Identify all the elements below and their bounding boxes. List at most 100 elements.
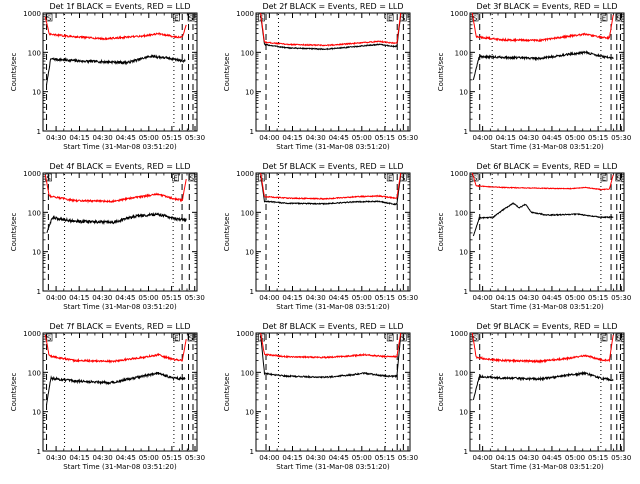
flag-label: S (189, 335, 194, 343)
flag-label: S (189, 15, 194, 23)
flag-box (173, 333, 180, 342)
flag-label: S (47, 335, 52, 343)
series-line-lld (44, 16, 187, 41)
x-tick-label: 05:00 (565, 134, 585, 142)
series-line-lld (260, 172, 402, 201)
x-tick-label: 04:15 (496, 454, 516, 462)
flag-label: E (602, 175, 606, 183)
chart-panel-3: Det 3f BLACK = Events, RED = LLD 1 10 100 10… (437, 2, 631, 151)
x-tick-label: 04:15 (282, 454, 302, 462)
x-axis-label: Start Time (31-Mar-08 03:51:20) (276, 143, 390, 151)
x-tick-label: 05:30 (398, 454, 418, 462)
flag-box (187, 13, 195, 22)
y-tick-label: 1 (37, 128, 41, 136)
plot-frame (42, 12, 198, 132)
flag-label: E (602, 15, 606, 23)
series-line-events (472, 202, 614, 237)
series-line-events (46, 371, 186, 405)
y-tick-label: 100 (241, 369, 254, 377)
flag-label: E (388, 15, 392, 23)
series-line-events (46, 211, 187, 234)
x-tick-label: 04:45 (542, 454, 562, 462)
flag-box (188, 173, 196, 182)
series-line-events (260, 14, 402, 51)
flag-label: E (388, 335, 392, 343)
chart-title: Det 1f BLACK = Events, RED = LLD (49, 2, 190, 11)
x-tick-label: 04:30 (519, 294, 539, 302)
x-axis-label: Start Time (31-Mar-08 03:51:20) (490, 303, 604, 311)
x-tick-label: 05:15 (375, 134, 395, 142)
y-tick-label: 1 (37, 288, 41, 296)
x-axis-label: Start Time (31-Mar-08 03:51:20) (490, 143, 604, 151)
flag-label: S (473, 15, 478, 23)
plot-frame (469, 332, 625, 452)
flag-label: S (401, 15, 406, 23)
y-tick-label: 1 (37, 448, 41, 456)
flag-label: E (174, 15, 178, 23)
x-tick-label: 04:45 (116, 454, 136, 462)
x-tick-label: 05:00 (352, 294, 372, 302)
series-line-events (472, 50, 614, 80)
y-tick-label: 100 (455, 49, 468, 57)
y-axis-label: Counts/sec (223, 53, 231, 92)
y-tick-label: 10 (245, 89, 254, 97)
x-tick-label: 04:45 (542, 134, 562, 142)
chart-panel-5: Det 5f BLACK = Events, RED = LLD 1 10 100 10… (223, 162, 418, 311)
flag-label: S (617, 335, 622, 343)
chart-title: Det 3f BLACK = Events, RED = LLD (476, 2, 617, 11)
flag-box (386, 13, 394, 22)
x-tick-label: 04:30 (306, 454, 326, 462)
flag-label: S (401, 175, 406, 183)
y-tick-label: 10 (459, 409, 468, 417)
y-tick-label: 10 (32, 409, 41, 417)
chart-title: Det 7f BLACK = Events, RED = LLD (49, 322, 190, 331)
x-tick-label: 04:00 (473, 294, 493, 302)
series-line-lld (471, 332, 614, 364)
x-tick-label: 04:15 (282, 294, 302, 302)
x-tick-label: 05:00 (565, 454, 585, 462)
y-tick-label: 1000 (23, 10, 41, 18)
y-tick-label: 10 (32, 89, 41, 97)
x-tick-label: 05:30 (398, 294, 418, 302)
y-tick-label: 100 (28, 49, 41, 57)
plot-frame (255, 172, 411, 292)
x-tick-label: 04:45 (542, 294, 562, 302)
chart-panel-2: Det 2f BLACK = Events, RED = LLD 1 10 100 10… (223, 2, 418, 151)
x-tick-label: 04:00 (259, 454, 279, 462)
x-tick-label: 05:15 (375, 454, 395, 462)
y-tick-label: 10 (32, 249, 41, 257)
y-tick-label: 10 (245, 249, 254, 257)
x-tick-label: 05:30 (185, 294, 205, 302)
flag-label: S (473, 175, 478, 183)
x-tick-label: 05:30 (185, 134, 205, 142)
y-tick-label: 1000 (23, 330, 41, 338)
x-tick-label: 05:00 (352, 454, 372, 462)
y-axis-label: Counts/sec (437, 373, 445, 412)
x-tick-label: 05:00 (565, 294, 585, 302)
x-axis-label: Start Time (31-Mar-08 03:51:20) (490, 463, 604, 471)
x-tick-label: 04:30 (93, 134, 113, 142)
x-tick-label: 04:30 (46, 134, 66, 142)
x-tick-label: 04:15 (496, 134, 516, 142)
x-tick-label: 05:30 (611, 294, 631, 302)
flag-box (615, 173, 623, 182)
y-axis-label: Counts/sec (10, 213, 18, 252)
chart-title: Det 6f BLACK = Events, RED = LLD (476, 162, 617, 171)
x-tick-label: 04:45 (329, 134, 349, 142)
series-line-lld (471, 12, 614, 43)
series-line-events (472, 370, 614, 400)
x-tick-label: 04:00 (473, 134, 493, 142)
chart-panel-7: Det 7f BLACK = Events, RED = LLD 1 10 100 10… (10, 322, 205, 471)
plot-frame (469, 12, 625, 132)
y-tick-label: 10 (459, 249, 468, 257)
x-tick-label: 04:30 (46, 454, 66, 462)
x-axis-label: Start Time (31-Mar-08 03:51:20) (63, 143, 177, 151)
y-tick-label: 1000 (450, 10, 468, 18)
flag-label: S (617, 15, 622, 23)
chart-panel-8: Det 8f BLACK = Events, RED = LLD 1 10 100 10… (223, 322, 418, 471)
x-tick-label: 05:00 (139, 134, 159, 142)
flag-box (600, 333, 608, 342)
y-tick-label: 1 (250, 288, 254, 296)
